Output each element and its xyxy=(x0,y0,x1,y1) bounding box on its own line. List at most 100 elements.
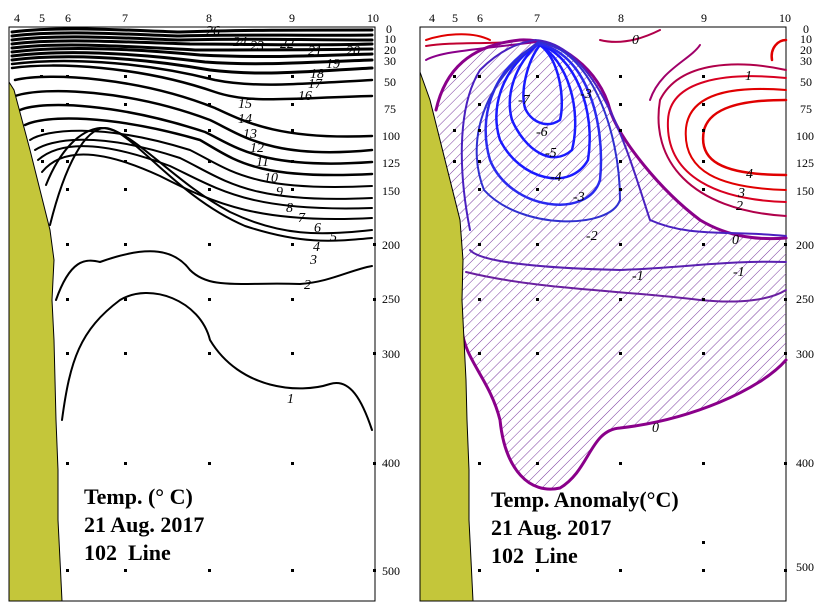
depth-label: 75 xyxy=(384,102,396,116)
depth-label: 250 xyxy=(382,292,400,306)
depth-label: 30 xyxy=(800,54,812,68)
depth-label: 10 xyxy=(384,32,396,46)
contour-label: 0 xyxy=(732,233,739,248)
contour-line xyxy=(10,59,374,86)
contour-line xyxy=(13,75,374,138)
temp-depth-labels: 0 10 20 30 50 75 100 125 150 200 250 300… xyxy=(382,22,400,578)
contour-label: 7 xyxy=(298,211,306,226)
contour-line xyxy=(10,55,374,75)
contour-line xyxy=(10,35,374,42)
contour-line xyxy=(61,292,373,431)
contour-label: 1 xyxy=(745,69,752,84)
contour-line xyxy=(770,38,788,62)
station-label: 5 xyxy=(452,11,458,25)
anomaly-date: 21 Aug. 2017 xyxy=(491,515,611,540)
contour-label: 2 xyxy=(304,278,311,293)
temp-station-labels: 4 5 6 7 8 9 10 xyxy=(14,11,379,25)
depth-label: 20 xyxy=(800,43,812,57)
temp-date: 21 Aug. 2017 xyxy=(84,512,204,537)
contour-label: -1 xyxy=(733,265,745,280)
temp-frame xyxy=(8,26,376,602)
depth-label: 100 xyxy=(382,129,400,143)
contour-label: 14 xyxy=(238,112,252,127)
contour-line xyxy=(41,153,373,221)
contour-line xyxy=(29,129,373,188)
depth-label: 400 xyxy=(382,456,400,470)
contour-label: 3 xyxy=(309,253,317,268)
anomaly-sample-dots xyxy=(453,75,787,572)
station-label: 4 xyxy=(14,11,20,25)
contour-line xyxy=(34,138,373,200)
contour-line xyxy=(508,42,577,159)
contour-label: -5 xyxy=(545,146,557,161)
depth-label: 250 xyxy=(796,292,814,306)
contour-label: 4 xyxy=(313,240,320,255)
zero-contour-line xyxy=(460,328,788,491)
contour-line xyxy=(465,271,787,303)
contour-label: 5 xyxy=(330,230,337,245)
contour-line xyxy=(10,51,374,66)
anomaly-line: 102 Line xyxy=(491,543,578,568)
contour-label: 22 xyxy=(280,37,294,52)
anomaly-title: Temp. Anomaly(°C) xyxy=(491,487,679,512)
contour-label: 18 xyxy=(310,67,324,82)
depth-label: 75 xyxy=(800,102,812,116)
contour-line xyxy=(45,126,373,235)
depth-label: 0 xyxy=(803,22,809,36)
station-label: 10 xyxy=(779,11,791,25)
depth-label: 30 xyxy=(384,54,396,68)
anomaly-contour-labels: 0 1 2 3 4 -1 -2 -3 -4 -5 -6 -7 0 0 -1 -3 xyxy=(518,33,753,436)
contour-line xyxy=(522,43,564,126)
station-label: 6 xyxy=(477,11,483,25)
depth-label: 125 xyxy=(796,156,814,170)
contour-label: 9 xyxy=(276,185,283,200)
temp-title-block: Temp. (° C) 21 Aug. 2017 102 Line xyxy=(84,484,204,565)
contour-line xyxy=(10,64,374,101)
temp-sample-dots xyxy=(40,75,376,572)
depth-label: 50 xyxy=(384,75,396,89)
contour-line xyxy=(649,44,701,101)
contour-line xyxy=(49,127,373,242)
contour-label: 4 xyxy=(746,167,753,182)
contour-line xyxy=(469,249,787,271)
contour-label: 17 xyxy=(308,77,323,92)
contour-label: 21 xyxy=(308,44,322,59)
contour-label: -3 xyxy=(580,87,592,102)
contour-label: -7 xyxy=(518,93,531,108)
contour-line xyxy=(460,39,787,237)
contour-line xyxy=(23,117,374,177)
contour-label: 13 xyxy=(243,127,257,142)
contour-label: 12 xyxy=(250,141,264,156)
contour-line xyxy=(475,41,621,223)
contour-label: 23 xyxy=(250,39,264,54)
contour-label: 0 xyxy=(652,421,659,436)
depth-label: 20 xyxy=(384,43,396,57)
contour-label: 1 xyxy=(287,392,294,407)
anomaly-positive-contours xyxy=(425,29,788,217)
contour-line xyxy=(425,33,491,41)
contour-line xyxy=(13,89,374,154)
depth-label: 500 xyxy=(796,560,814,574)
contour-label: -3 xyxy=(573,190,585,205)
temp-contour-labels: 26 24 23 22 21 20 19 18 17 16 15 14 13 1… xyxy=(206,24,360,407)
station-label: 6 xyxy=(65,11,71,25)
temp-panel: 4 5 6 7 8 9 10 0 10 20 30 50 75 100 125 … xyxy=(8,11,400,602)
contour-line xyxy=(10,43,374,52)
contour-label: -4 xyxy=(550,170,562,185)
contour-line xyxy=(495,42,591,180)
depth-label: 200 xyxy=(382,238,400,252)
contour-line xyxy=(55,250,373,301)
negative-anomaly-region xyxy=(436,39,786,490)
contour-line xyxy=(599,29,661,43)
temp-contours xyxy=(10,27,374,431)
contour-label: 19 xyxy=(326,57,340,72)
depth-label: 150 xyxy=(796,184,814,198)
temp-line: 102 Line xyxy=(84,540,171,565)
depth-label: 400 xyxy=(796,456,814,470)
contour-line xyxy=(18,103,374,165)
contour-label: 2 xyxy=(736,199,743,214)
contour-label: 3 xyxy=(737,186,745,201)
station-label: 4 xyxy=(429,11,435,25)
station-label: 8 xyxy=(618,11,624,25)
